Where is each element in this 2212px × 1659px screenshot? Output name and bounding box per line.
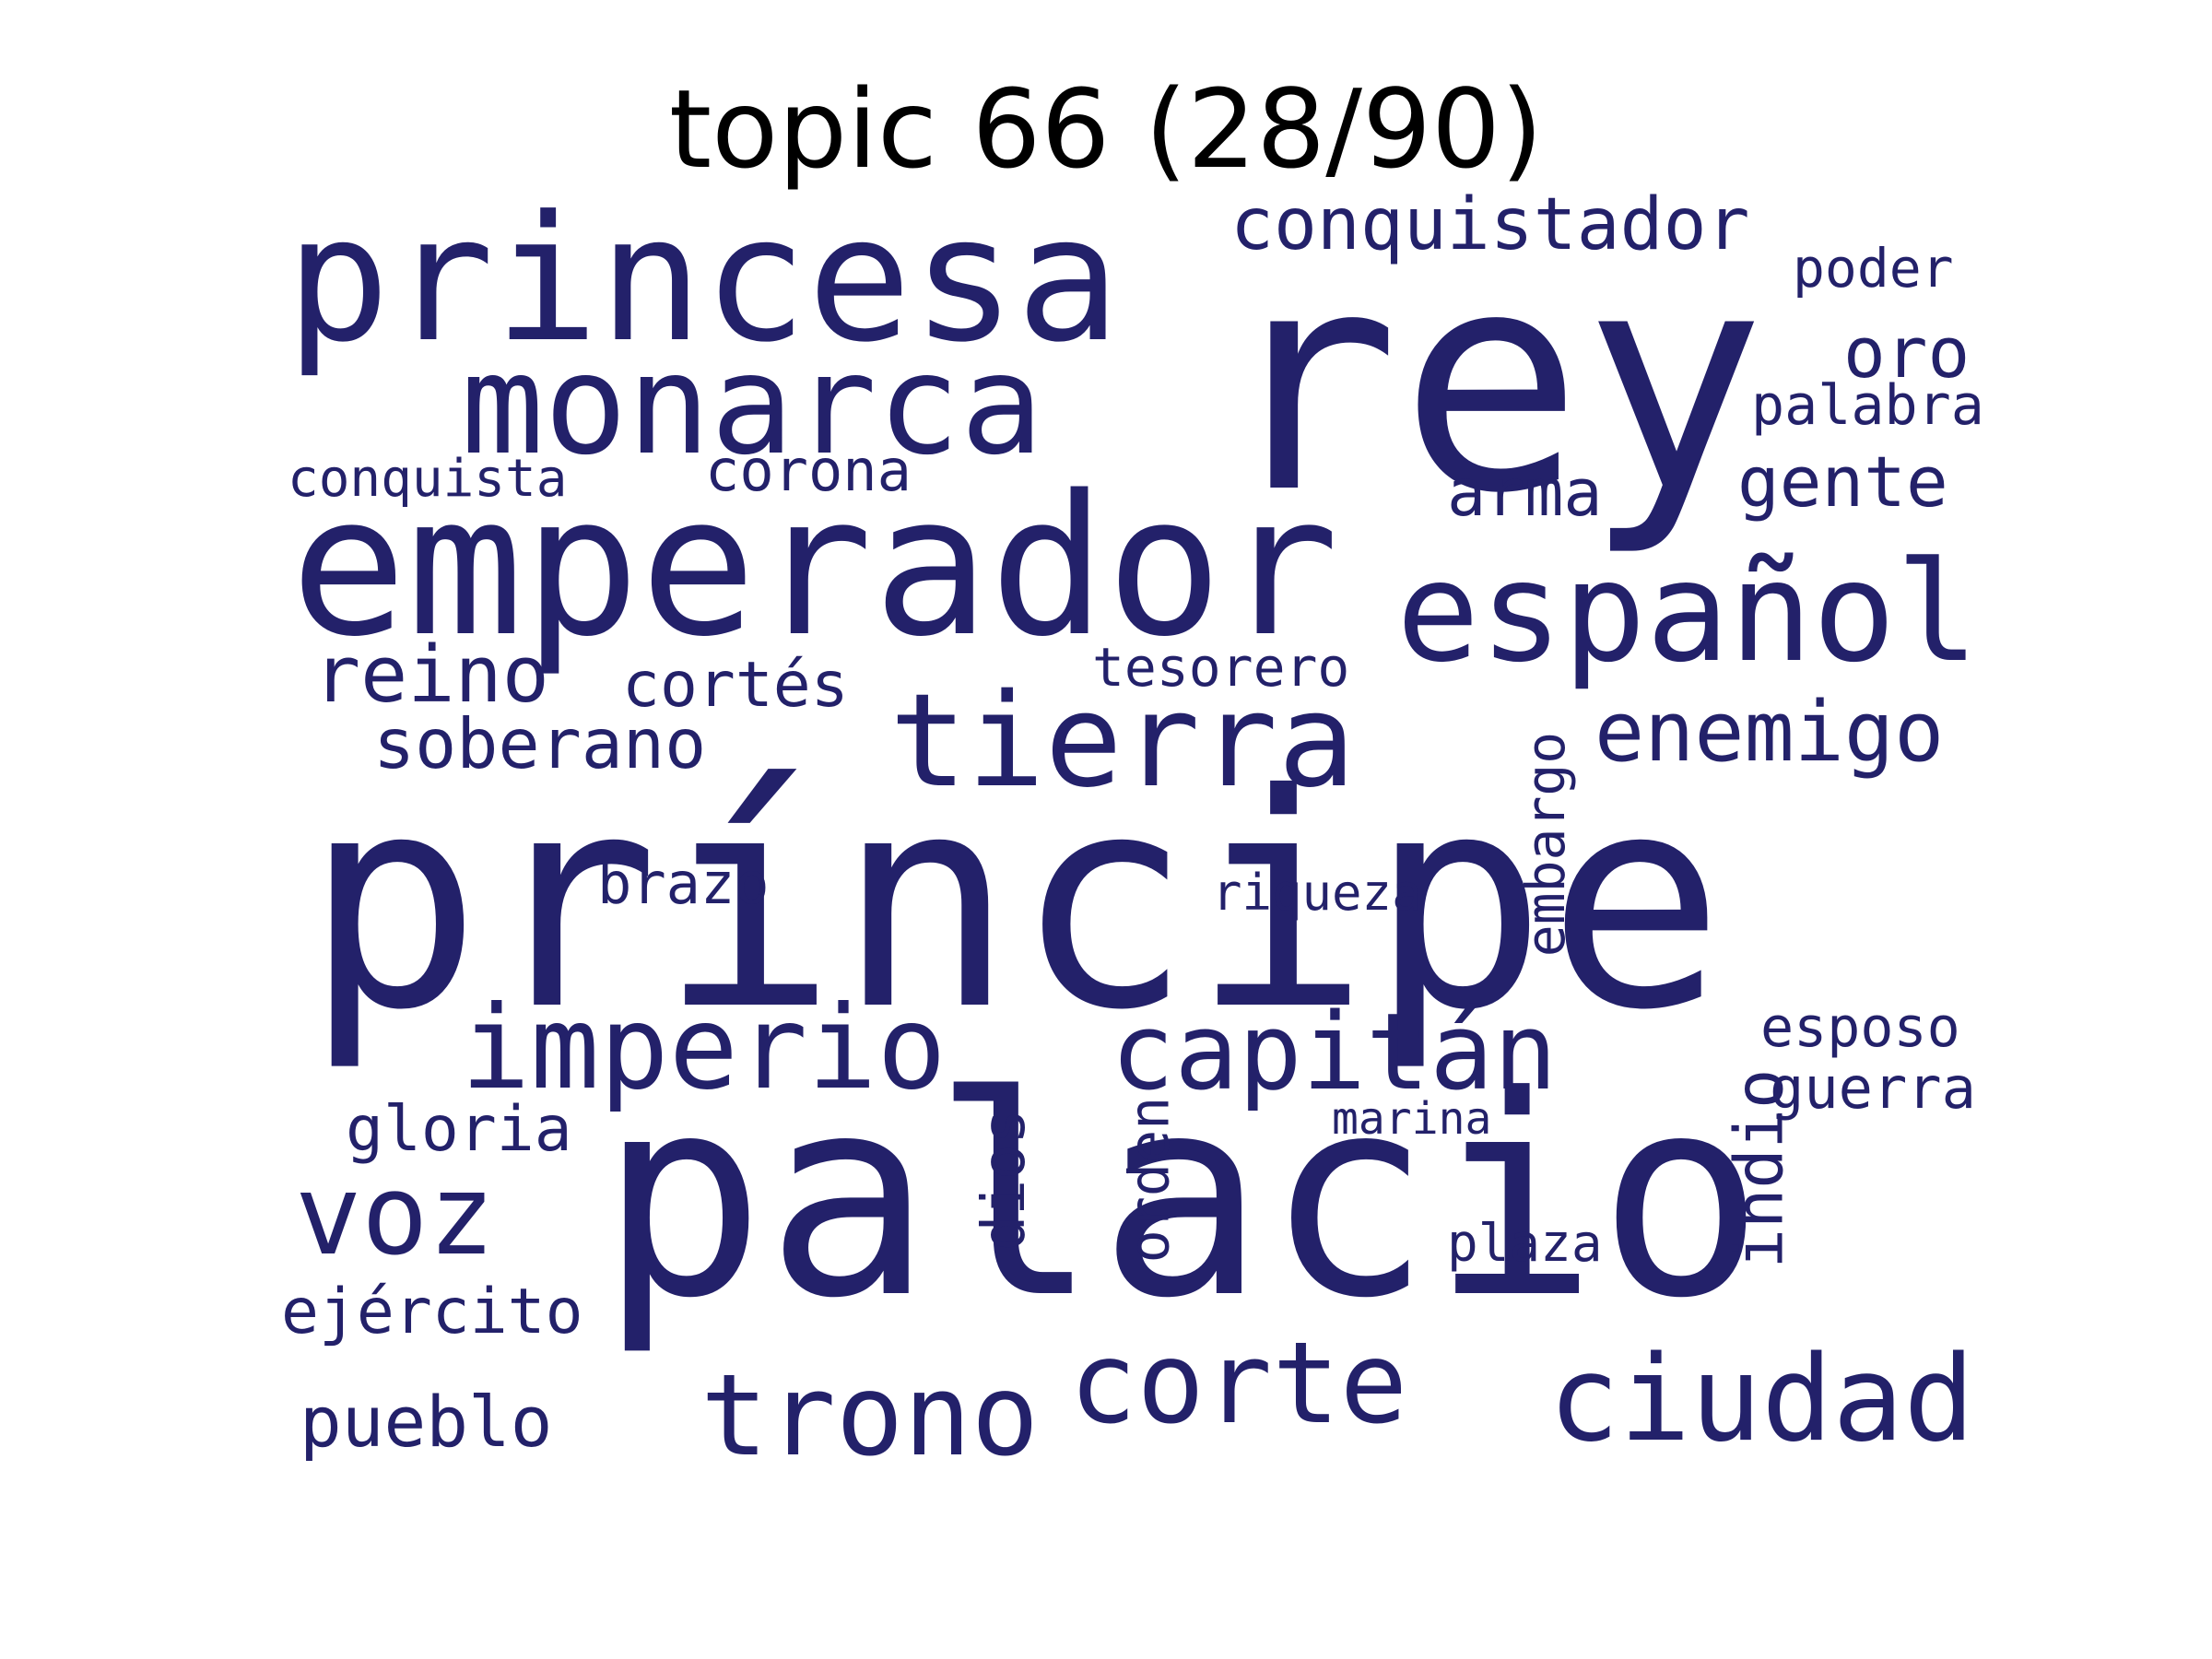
figure-title: topic 66 (28/90) <box>668 65 1544 193</box>
word-corona: corona <box>705 437 912 504</box>
word-marina: marina <box>1332 1093 1492 1145</box>
word-embargo: embargo <box>1514 731 1578 958</box>
word-palacio: palacio <box>599 1037 1765 1359</box>
word-soberano: soberano <box>373 703 707 784</box>
word-orden: orden <box>1117 1096 1182 1264</box>
word-guerra: guerra <box>1770 1054 1976 1122</box>
word-indio: indio <box>1720 1068 1798 1269</box>
word-esposo: esposo <box>1760 995 1960 1060</box>
word-pueblo: pueblo <box>300 1381 553 1463</box>
word-conquistador: conquistador <box>1230 183 1750 266</box>
word-oro: oro <box>1843 312 1971 394</box>
word-princesa: princesa <box>286 179 1121 381</box>
word-imperio: imperio <box>461 982 947 1115</box>
word-emperador: emperador <box>290 453 1339 679</box>
word-trono: trono <box>700 1350 1040 1481</box>
word-monarca: monarca <box>461 325 1044 486</box>
word-cortes: cortés <box>622 649 849 722</box>
word-enemigo: enemigo <box>1594 684 1945 781</box>
word-conquista: conquista <box>288 449 568 509</box>
word-espanol: español <box>1396 533 1980 693</box>
word-dios: dios <box>971 1108 1040 1252</box>
word-tierra: tierra <box>889 666 1356 817</box>
word-gente: gente <box>1737 441 1948 523</box>
word-principe: príncipe <box>304 732 1725 1075</box>
word-voz: voz <box>295 1152 495 1280</box>
word-riqueza: riqueza <box>1212 864 1422 922</box>
word-corte: corte <box>1069 1318 1408 1449</box>
word-gloria: gloria <box>346 1093 572 1166</box>
word-capitan: capitán <box>1111 991 1558 1114</box>
word-rey: rey <box>1217 206 1767 559</box>
word-arma: arma <box>1447 455 1603 531</box>
word-tesorero: tesorero <box>1092 636 1350 699</box>
word-brazo: brazo <box>597 850 770 917</box>
word-poder: poder <box>1793 237 1954 300</box>
word-plaza: plaza <box>1447 1214 1603 1274</box>
word-palabra: palabra <box>1751 373 1984 438</box>
word-ciudad: ciudad <box>1548 1331 1975 1468</box>
word-ejercito: ejército <box>281 1276 583 1348</box>
word-reino: reino <box>313 629 549 721</box>
